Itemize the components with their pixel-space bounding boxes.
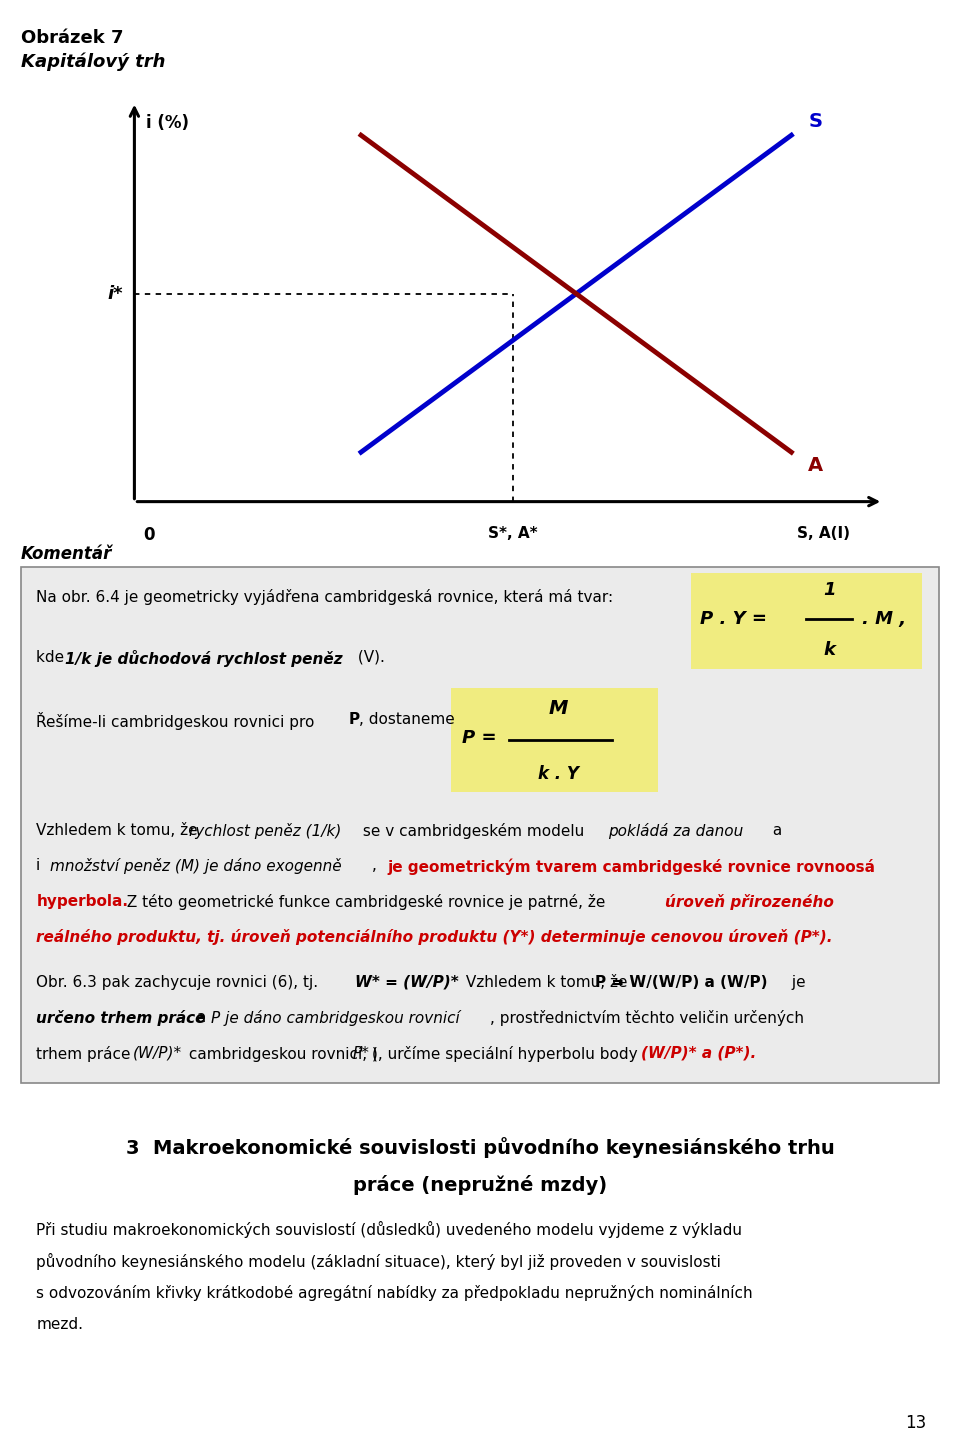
Text: určeno trhem práce: určeno trhem práce [36,1011,206,1027]
Text: k . Y: k . Y [539,765,579,782]
Text: a: a [768,823,782,838]
Text: je geometrickým tvarem cambridgeské rovnice rovnoosá: je geometrickým tvarem cambridgeské rovn… [388,858,876,875]
Text: hyperbola.: hyperbola. [36,894,129,909]
Text: i (%): i (%) [146,113,188,132]
Text: 1/k je důchodová rychlost peněz: 1/k je důchodová rychlost peněz [65,650,343,667]
Text: S, A(I): S, A(I) [797,525,850,541]
Text: . M ,: . M , [862,609,906,628]
Text: P*: P* [352,1045,370,1060]
Text: se v cambridgeském modelu: se v cambridgeském modelu [358,823,589,839]
Text: (W/P)* a (P*).: (W/P)* a (P*). [641,1045,756,1060]
Text: 3  Makroekonomické souvislosti původního keynesiánského trhu: 3 Makroekonomické souvislosti původního … [126,1137,834,1157]
Text: P je dáno cambridgeskou rovnicí: P je dáno cambridgeskou rovnicí [211,1011,460,1027]
Text: trhem práce: trhem práce [36,1045,136,1061]
Text: původního keynesiánského modelu (základní situace), který byl již proveden v sou: původního keynesiánského modelu (základn… [36,1253,721,1271]
Text: W* = (W/P)*: W* = (W/P)* [355,974,459,990]
Text: P =: P = [462,728,496,747]
Text: rychlost peněz (1/k): rychlost peněz (1/k) [189,823,342,839]
Text: Z této geometrické funkce cambridgeské rovnice je patrné, že: Z této geometrické funkce cambridgeské r… [122,894,611,910]
Text: (W/P)*: (W/P)* [132,1045,181,1060]
Text: (V).: (V). [353,650,385,664]
Text: A: A [808,457,824,475]
Text: , prostřednictvím těchto veličin určených: , prostřednictvím těchto veličin určenýc… [490,1011,804,1027]
Text: množství peněz (M) je dáno exogenně: množství peněz (M) je dáno exogenně [50,858,342,874]
Text: mezd.: mezd. [36,1317,84,1332]
Text: Vzhledem k tomu, že: Vzhledem k tomu, že [36,823,203,838]
Text: M: M [549,699,568,718]
Text: s odvozováním křivky krátkodobé agregátní nabídky za předpokladu nepružných nomi: s odvozováním křivky krátkodobé agregátn… [36,1285,753,1301]
Text: pokládá za danou: pokládá za danou [608,823,743,839]
Text: Řešíme-li cambridgeskou rovnici pro: Řešíme-li cambridgeskou rovnici pro [36,712,320,730]
Text: S*, A*: S*, A* [488,525,538,541]
Text: P . Y =: P . Y = [701,609,767,628]
Text: Vzhledem k tomu, že: Vzhledem k tomu, že [461,974,633,990]
Text: 13: 13 [905,1415,926,1432]
Text: ), určíme speciální hyperbolu body: ), určíme speciální hyperbolu body [372,1045,642,1061]
Text: reálného produktu, tj. úroveň potenciálního produktu (Y*) determinuje cenovou úr: reálného produktu, tj. úroveň potenciáln… [36,929,833,945]
Text: práce (nepružné mzdy): práce (nepružné mzdy) [353,1175,607,1195]
Text: a: a [192,1011,211,1025]
Text: Komentář: Komentář [21,545,112,563]
Text: je: je [787,974,805,990]
Text: P: P [348,712,360,727]
Text: 0: 0 [144,525,156,544]
Text: P = W/(W/P) a (W/P): P = W/(W/P) a (W/P) [595,974,768,990]
Text: Obr. 6.3 pak zachycuje rovnici (6), tj.: Obr. 6.3 pak zachycuje rovnici (6), tj. [36,974,324,990]
Text: cambridgeskou rovnicí, (: cambridgeskou rovnicí, ( [184,1045,378,1061]
Text: Při studiu makroekonomických souvislostí (důsledků) uvedeného modelu vyjdeme z v: Při studiu makroekonomických souvislostí… [36,1221,742,1239]
Text: úroveň přirozeného: úroveň přirozeného [665,894,834,910]
Text: k: k [824,641,835,659]
Text: kde: kde [36,650,69,664]
Text: Na obr. 6.4 je geometricky vyjádřena cambridgeská rovnice, která má tvar:: Na obr. 6.4 je geometricky vyjádřena cam… [36,589,613,605]
Text: i*: i* [108,285,123,302]
Text: 1: 1 [823,582,836,599]
Text: i: i [36,858,46,874]
Text: , dostaneme: , dostaneme [359,712,455,727]
Text: Obrázek 7: Obrázek 7 [21,29,124,47]
Text: ,: , [372,858,382,874]
Text: S: S [808,112,823,131]
Text: Kapitálový trh: Kapitálový trh [21,52,166,71]
